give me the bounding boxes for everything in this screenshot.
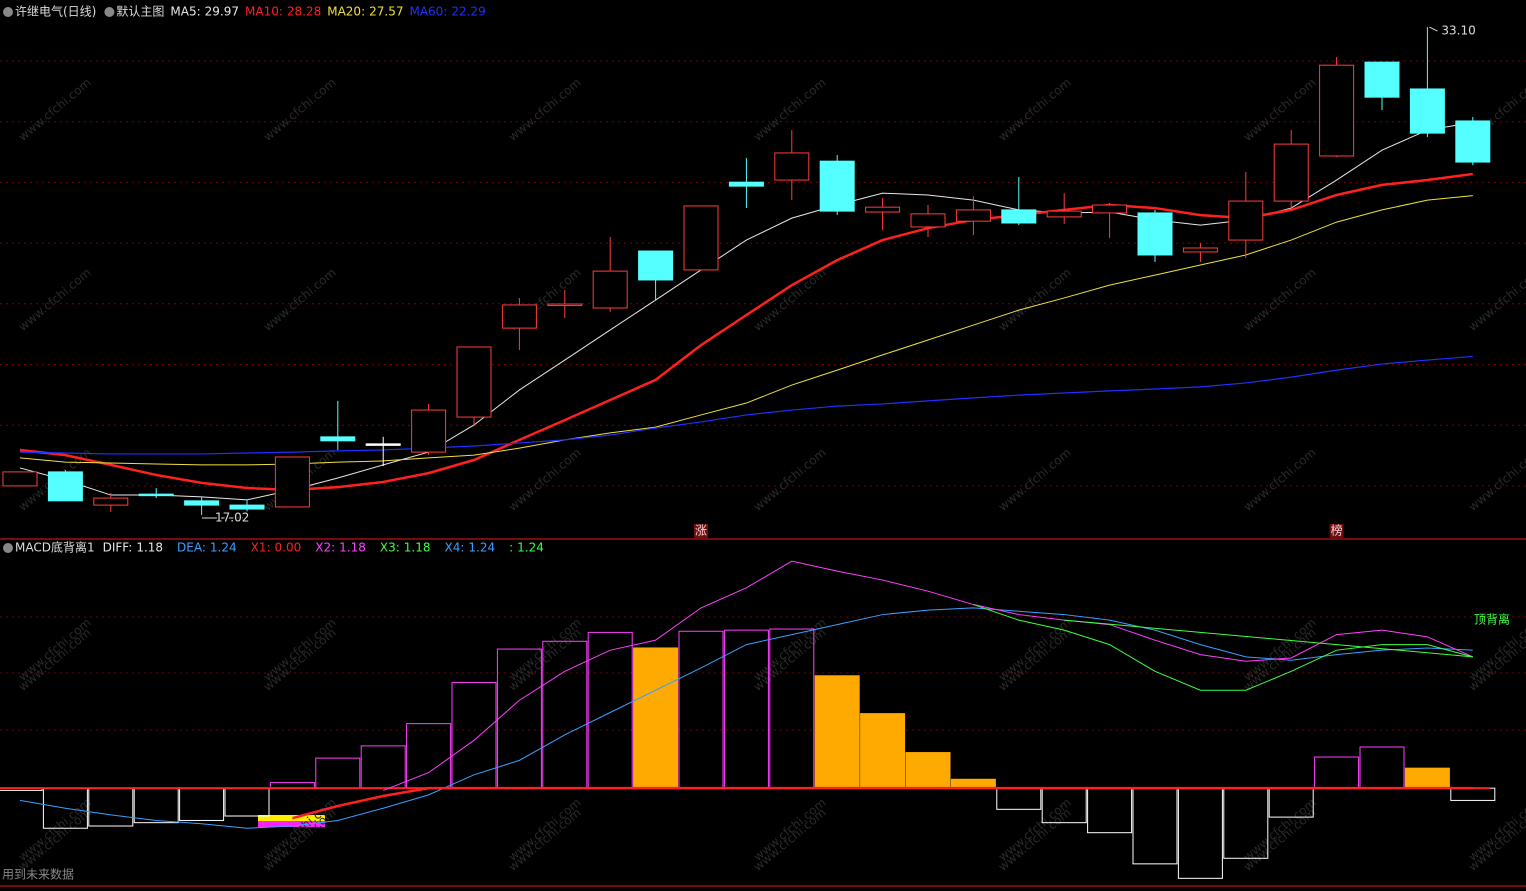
legend-value: 27.57 — [369, 5, 403, 19]
legend-value: 22.29 — [451, 5, 485, 19]
legend-value: 1.24 — [517, 541, 544, 555]
indicator-line — [292, 786, 1473, 820]
ma-line — [19, 195, 1473, 466]
candle-body — [320, 436, 356, 442]
indicator-line — [383, 560, 1474, 791]
candle-body — [184, 500, 220, 506]
menu-icon — [3, 7, 13, 17]
candle-body — [1364, 61, 1400, 98]
legend-name: MA10: — [245, 5, 283, 19]
signal-block — [258, 821, 325, 827]
menu-icon — [3, 543, 13, 553]
macd-bar — [860, 713, 906, 789]
marker: 涨 — [695, 523, 707, 538]
candle-body — [683, 205, 719, 271]
ma-line — [19, 355, 1473, 455]
candle-body — [1182, 247, 1218, 253]
candle-body — [547, 303, 583, 307]
footer-note: 用到未来数据 — [2, 867, 74, 882]
candle-body — [1273, 143, 1309, 202]
candle-body — [592, 270, 628, 309]
candle-body — [1137, 212, 1173, 256]
candle-body — [229, 504, 265, 510]
annotation-pointer — [1429, 26, 1438, 32]
candle-body — [1319, 64, 1355, 157]
marker-bg — [1329, 524, 1344, 538]
candle-body — [955, 209, 991, 222]
macd-bar — [814, 675, 860, 789]
candle-body — [865, 206, 901, 213]
legend-name: X2: — [315, 541, 335, 555]
chart-subtitle: 默认主图 — [116, 4, 164, 19]
legend-name: X3: — [380, 541, 400, 555]
macd-bar — [633, 647, 679, 789]
legend-name: : — [509, 541, 513, 555]
candle-body — [819, 160, 855, 212]
macd-bar — [950, 778, 996, 789]
menu-icon — [104, 7, 115, 17]
chart-title: MACD底背离1 — [15, 540, 95, 555]
legend-name: MA20: — [327, 5, 365, 19]
marker-bg — [694, 524, 708, 538]
legend-value: 1.24 — [210, 541, 237, 555]
candle-body — [1001, 209, 1037, 224]
legend-name: DIFF: — [103, 541, 133, 555]
legend-name: MA5: — [170, 5, 200, 19]
legend-name: MA60: — [409, 5, 447, 19]
signal-block — [258, 815, 325, 821]
candle-body — [910, 213, 946, 228]
indicator-line — [973, 604, 1473, 691]
macd-bar — [1404, 767, 1450, 789]
candle-body — [411, 409, 447, 453]
legend-value: 1.18 — [404, 541, 431, 555]
candle-body — [774, 152, 810, 181]
candle-body — [1409, 88, 1445, 134]
candle-body — [1092, 204, 1128, 214]
legend-value: 28.28 — [287, 5, 321, 19]
legend-name: X4: — [445, 541, 465, 555]
high-label: 33.10 — [1441, 24, 1475, 38]
legend-name: DEA: — [177, 541, 206, 555]
candle-body — [1046, 210, 1082, 218]
legend-value: 1.24 — [468, 541, 495, 555]
candle-body — [2, 471, 38, 487]
chart-title: 许继电气(日线) — [15, 4, 96, 19]
candle-body — [1455, 120, 1491, 163]
candle-body — [1228, 200, 1264, 241]
signal-label: 顶背离 — [1474, 612, 1510, 627]
candle-body — [93, 497, 129, 506]
candle-body — [138, 493, 174, 497]
macd-bar — [905, 752, 951, 789]
candle-body — [365, 443, 401, 446]
candle-body — [728, 181, 764, 187]
indicator-line — [19, 607, 1473, 829]
marker: 榜 — [1331, 523, 1343, 538]
low-label: 17.02 — [215, 510, 249, 524]
legend-value: 1.18 — [136, 541, 163, 555]
candle-body — [274, 456, 310, 508]
candle-body — [501, 304, 537, 329]
legend-value: 1.18 — [339, 541, 366, 555]
candle-body — [456, 346, 492, 418]
candle-body — [47, 471, 83, 502]
legend-name: X1: — [251, 541, 271, 555]
legend-value: 0.00 — [275, 541, 302, 555]
candle-body — [638, 250, 674, 281]
legend-value: 29.97 — [205, 5, 239, 19]
divergence-line — [1064, 619, 1473, 658]
